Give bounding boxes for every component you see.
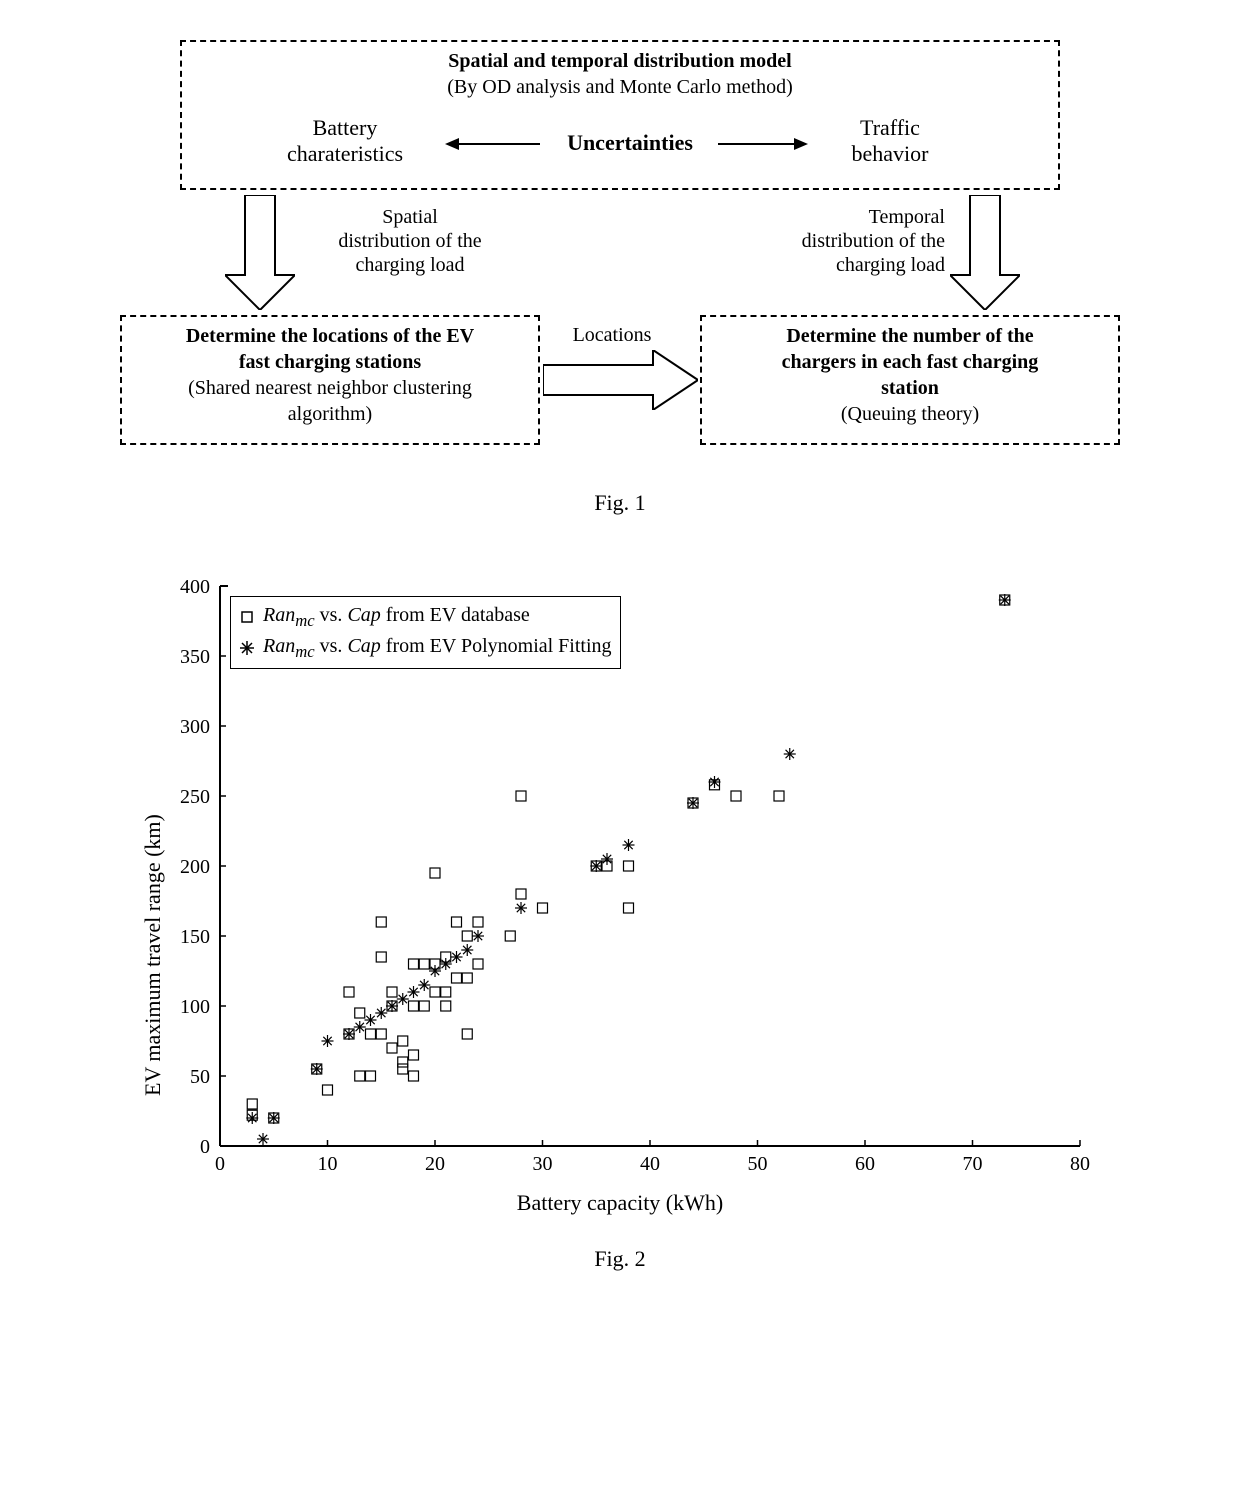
svg-text:10: 10	[318, 1153, 338, 1175]
svg-text:60: 60	[855, 1153, 875, 1175]
left-arrow-label: Spatial distribution of the charging loa…	[305, 205, 515, 277]
svg-text:0: 0	[200, 1136, 210, 1158]
svg-text:80: 80	[1070, 1153, 1090, 1175]
legend1-mid: vs.	[315, 604, 348, 626]
svg-text:0: 0	[215, 1153, 225, 1175]
legend2-suffix: from EV Polynomial Fitting	[381, 635, 612, 657]
uncert-right-arrow	[718, 136, 808, 152]
square-icon	[239, 609, 255, 625]
bl-title: Determine the locations of the EV fast c…	[132, 323, 528, 375]
locations-arrow	[543, 350, 698, 410]
fig1-caption: Fig. 1	[80, 490, 1160, 516]
down-arrow-left	[225, 195, 295, 310]
top-box-subtitle: (By OD analysis and Monte Carlo method)	[192, 74, 1048, 100]
legend-item-1: Ranmc vs. Cap from EV database	[239, 601, 612, 632]
flowchart: Spatial and temporal distribution model …	[120, 40, 1120, 460]
svg-text:100: 100	[180, 996, 210, 1018]
br-title: Determine the number of the chargers in …	[712, 323, 1108, 401]
svg-text:20: 20	[425, 1153, 445, 1175]
svg-text:70: 70	[963, 1153, 983, 1175]
svg-text:250: 250	[180, 786, 210, 808]
chart-wrap: EV maximum travel range (km) 0 10 20 30 40 50…	[120, 576, 1120, 1216]
legend1-suffix: from EV database	[381, 604, 530, 626]
legend2-cap: Cap	[347, 635, 380, 657]
top-right-item: Traffic behavior	[810, 115, 970, 167]
legend1-ran: Ran	[263, 604, 295, 626]
uncert-left-arrow	[445, 136, 540, 152]
right-arrow-label: Temporal distribution of the charging lo…	[735, 205, 945, 277]
chart-legend: Ranmc vs. Cap from EV database Ranmc vs.…	[230, 596, 621, 669]
svg-text:40: 40	[640, 1153, 660, 1175]
legend1-cap: Cap	[347, 604, 380, 626]
top-center-item: Uncertainties	[545, 130, 715, 156]
svg-text:200: 200	[180, 856, 210, 878]
down-arrow-right	[950, 195, 1020, 310]
svg-text:150: 150	[180, 926, 210, 948]
top-box-title: Spatial and temporal distribution model	[192, 48, 1048, 74]
bl-subtitle: (Shared nearest neighbor clustering algo…	[132, 375, 528, 427]
legend-2-text: Ranmc vs. Cap from EV Polynomial Fitting	[263, 632, 612, 663]
svg-text:350: 350	[180, 646, 210, 668]
asterisk-icon	[239, 640, 255, 656]
figure-2: EV maximum travel range (km) 0 10 20 30 40 50…	[80, 576, 1160, 1272]
legend2-mid: vs.	[315, 635, 348, 657]
legend2-sub: mc	[295, 642, 314, 661]
figure-1: Spatial and temporal distribution model …	[80, 40, 1160, 516]
y-axis-title: EV maximum travel range (km)	[140, 814, 166, 1096]
bottom-left-box: Determine the locations of the EV fast c…	[120, 315, 540, 445]
svg-text:400: 400	[180, 576, 210, 598]
legend2-ran: Ran	[263, 635, 295, 657]
top-left-item: Battery charateristics	[255, 115, 435, 167]
bottom-right-box: Determine the number of the chargers in …	[700, 315, 1120, 445]
br-subtitle: (Queuing theory)	[712, 401, 1108, 427]
fig2-caption: Fig. 2	[80, 1246, 1160, 1272]
legend-1-text: Ranmc vs. Cap from EV database	[263, 601, 530, 632]
svg-text:300: 300	[180, 716, 210, 738]
legend1-sub: mc	[295, 611, 314, 630]
x-axis-title: Battery capacity (kWh)	[120, 1190, 1120, 1216]
svg-text:30: 30	[533, 1153, 553, 1175]
svg-text:50: 50	[190, 1066, 210, 1088]
legend-item-2: Ranmc vs. Cap from EV Polynomial Fitting	[239, 632, 612, 663]
locations-label: Locations	[552, 323, 672, 347]
svg-text:50: 50	[748, 1153, 768, 1175]
